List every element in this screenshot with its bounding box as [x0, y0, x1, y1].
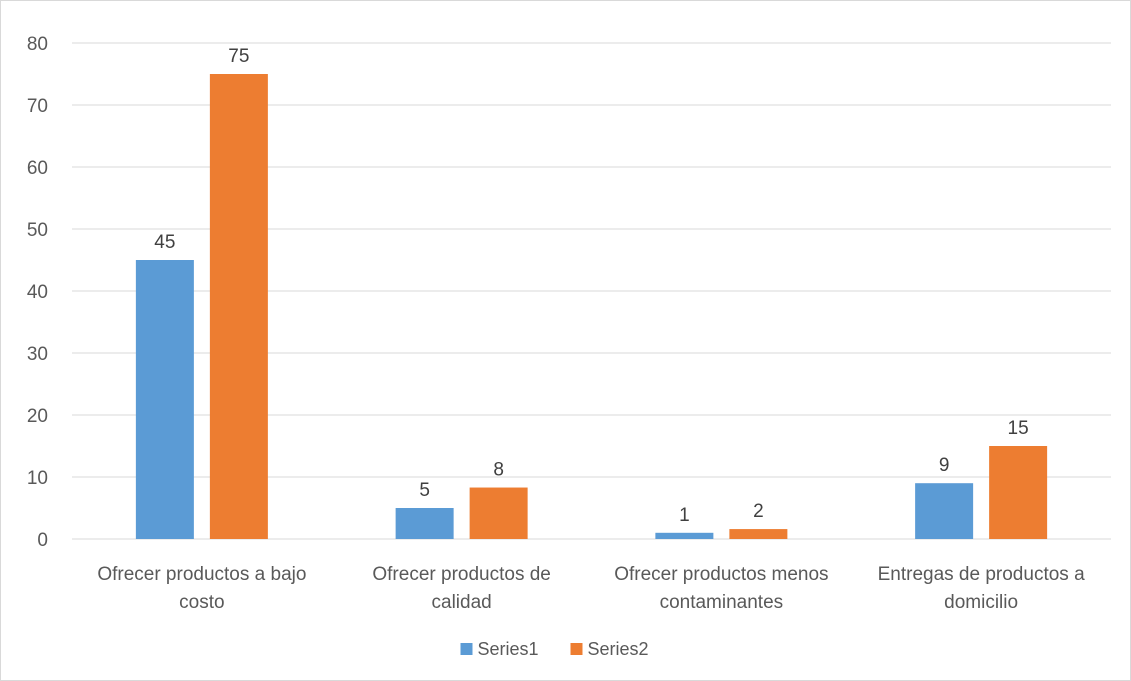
x-category-label-2-line-1: contaminantes	[660, 592, 784, 613]
bar-series1-2	[655, 532, 714, 539]
bar-series2-2	[729, 529, 788, 539]
x-category-label-0-line-1: costo	[179, 592, 224, 613]
y-tick-label-0: 0	[37, 530, 48, 551]
data-label-series1-0: 45	[154, 232, 175, 253]
data-label-series1-2: 1	[679, 505, 690, 526]
y-tick-label-60: 60	[27, 158, 48, 179]
x-category-label-3-line-0: Entregas de productos a	[878, 564, 1085, 585]
bar-series2-3	[989, 446, 1048, 539]
y-tick-label-70: 70	[27, 96, 48, 117]
data-label-series1-1: 5	[419, 480, 430, 501]
legend-label-series2: Series2	[588, 639, 649, 659]
data-label-series1-3: 9	[939, 455, 950, 476]
legend-label-series1: Series1	[478, 639, 539, 659]
x-category-label-0-line-0: Ofrecer productos a bajo	[97, 564, 306, 585]
bar-series1-1	[395, 508, 454, 539]
y-tick-label-20: 20	[27, 406, 48, 427]
x-category-label-1-line-1: calidad	[432, 592, 492, 613]
x-category-label-1-line-0: Ofrecer productos de	[372, 564, 550, 585]
bar-series2-1	[469, 487, 528, 539]
data-label-series2-3: 15	[1008, 418, 1029, 439]
legend-swatch-series2	[570, 643, 583, 655]
legend-swatch-series1	[460, 643, 473, 655]
y-tick-label-50: 50	[27, 220, 48, 241]
x-category-label-2-line-0: Ofrecer productos menos	[614, 564, 828, 585]
y-tick-label-40: 40	[27, 282, 48, 303]
bar-series1-3	[915, 483, 974, 539]
bar-series1-0	[135, 260, 194, 539]
y-tick-label-10: 10	[27, 468, 48, 489]
y-tick-label-80: 80	[27, 34, 48, 55]
data-label-series2-1: 8	[493, 460, 504, 481]
data-label-series2-2: 2	[753, 501, 764, 522]
bar-series2-0	[209, 74, 268, 539]
data-label-series2-0: 75	[228, 46, 249, 67]
x-category-label-3-line-1: domicilio	[944, 592, 1018, 613]
y-tick-label-30: 30	[27, 344, 48, 365]
